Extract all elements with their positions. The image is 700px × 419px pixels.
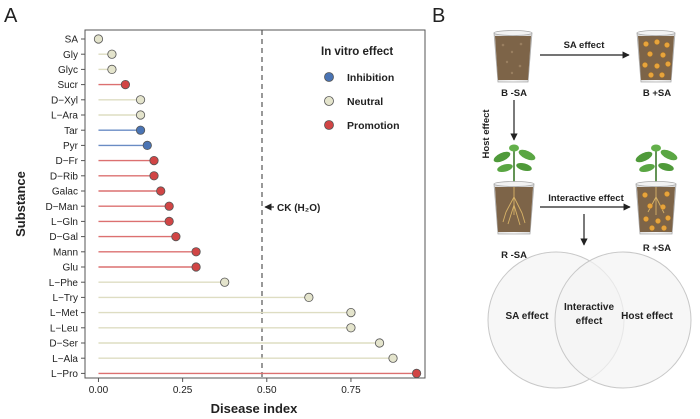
lollipop-point <box>220 277 230 287</box>
lollipop-point <box>374 338 385 348</box>
legend-label: Inhibition <box>347 72 394 84</box>
y-tick-label: D−Xyl <box>51 95 78 106</box>
legend: In vitro effect Inhibition Neutral Promoti… <box>321 46 400 132</box>
cup-r-plus-sa <box>635 144 678 235</box>
y-tick-label: Galac <box>52 187 78 198</box>
lollipop-point <box>107 64 117 75</box>
y-tick-labels: SA Gly Glyc Sucr D−Xyl L−Ara Tar Pyr D−Fr D−Rib Ga… <box>45 35 85 380</box>
legend-swatch <box>324 72 334 82</box>
x-tick-label: 0.00 <box>89 385 109 396</box>
plant-r-minus-sa <box>493 144 536 184</box>
lollipop-point <box>171 232 181 242</box>
lollipop-point <box>93 34 104 44</box>
lollipop-point <box>191 247 201 257</box>
lollipop-point <box>149 156 159 166</box>
y-tick-label: D−Ser <box>49 339 78 350</box>
legend-swatch <box>324 120 334 130</box>
interactive-effect-arrow-label: Interactive effect <box>548 193 624 204</box>
venn-sa-effect: SA effect <box>506 311 550 322</box>
panel-a: A CK (H₂O) SA Gly Glyc Sucr D−Xyl L−Ara Tar Pyr… <box>4 5 426 416</box>
y-tick-label: D−Man <box>45 202 78 213</box>
lollipop-point <box>388 353 398 363</box>
y-tick-label: SA <box>65 35 79 46</box>
y-tick-label: L−Leu <box>50 323 78 334</box>
legend-label: Promotion <box>347 120 400 132</box>
y-tick-label: L−Met <box>50 308 78 319</box>
x-axis-label: Disease index <box>211 401 298 416</box>
host-effect-arrow-label: Host effect <box>481 109 492 159</box>
y-tick-label: L−Try <box>53 293 78 304</box>
y-tick-label: Pyr <box>63 141 79 152</box>
lollipop-point <box>135 125 146 135</box>
y-tick-label: L−Phe <box>49 278 79 289</box>
lollipop-point <box>107 49 117 59</box>
x-ticks: 0.00 0.25 0.50 0.75 <box>89 378 361 396</box>
lollipop-point <box>164 216 174 226</box>
lollipop-point <box>304 292 314 302</box>
plot-area <box>84 29 426 379</box>
sa-effect-arrow-label: SA effect <box>564 40 606 51</box>
venn-diagram: SA effect Interactive effect Host effect <box>487 251 692 389</box>
panel-a-letter: A <box>4 5 18 27</box>
lollipop-point <box>135 110 146 120</box>
cup-b-plus-sa <box>636 30 676 83</box>
x-tick-label: 0.25 <box>173 385 193 396</box>
venn-host-effect: Host effect <box>621 311 673 322</box>
y-tick-label: Sucr <box>57 80 78 91</box>
label-r-plus-sa: R +SA <box>643 243 671 254</box>
lollipop-point <box>164 201 174 211</box>
lollipop-point <box>135 95 146 105</box>
label-b-plus-sa: B +SA <box>643 88 671 99</box>
y-tick-label: Gly <box>63 50 78 61</box>
cup-b-minus-sa <box>493 30 533 83</box>
lollipop-point <box>120 80 130 90</box>
lollipop-marks <box>93 34 422 378</box>
lollipop-point <box>411 368 422 378</box>
venn-interactive-line2: effect <box>576 316 603 327</box>
y-tick-label: L−Gln <box>51 217 78 228</box>
x-tick-label: 0.75 <box>341 385 361 396</box>
lollipop-point <box>149 171 159 181</box>
ck-label: CK (H₂O) <box>277 203 320 214</box>
lollipop-point <box>346 307 356 318</box>
y-axis-label: Substance <box>13 171 28 237</box>
plant-r-plus-sa <box>635 144 678 184</box>
cup-r-minus-sa <box>493 144 536 235</box>
panel-b: B B -SA B +SA SA effe <box>432 5 692 389</box>
y-tick-label: Glyc <box>58 65 78 76</box>
lollipop-point <box>156 186 166 196</box>
label-r-minus-sa: R -SA <box>501 250 527 261</box>
y-tick-label: D−Rib <box>50 171 79 182</box>
y-tick-label: D−Fr <box>56 156 79 167</box>
legend-label: Neutral <box>347 96 383 108</box>
y-tick-label: L−Pro <box>51 369 78 380</box>
y-tick-label: L−Ara <box>51 111 78 122</box>
y-tick-label: Mann <box>53 247 78 258</box>
legend-title: In vitro effect <box>321 46 393 58</box>
label-b-minus-sa: B -SA <box>501 88 527 99</box>
legend-swatch <box>324 96 334 106</box>
venn-interactive-line1: Interactive <box>564 302 614 313</box>
lollipop-point <box>191 262 201 272</box>
y-tick-label: Tar <box>64 126 79 137</box>
lollipop-point <box>142 140 152 150</box>
panel-b-letter: B <box>432 5 445 27</box>
y-tick-label: Glu <box>62 263 78 274</box>
y-tick-label: L−Ala <box>52 354 78 365</box>
y-tick-label: D−Gal <box>49 232 78 243</box>
venn-circle-host <box>554 251 692 389</box>
x-tick-label: 0.50 <box>257 385 277 396</box>
lollipop-point <box>346 323 356 333</box>
